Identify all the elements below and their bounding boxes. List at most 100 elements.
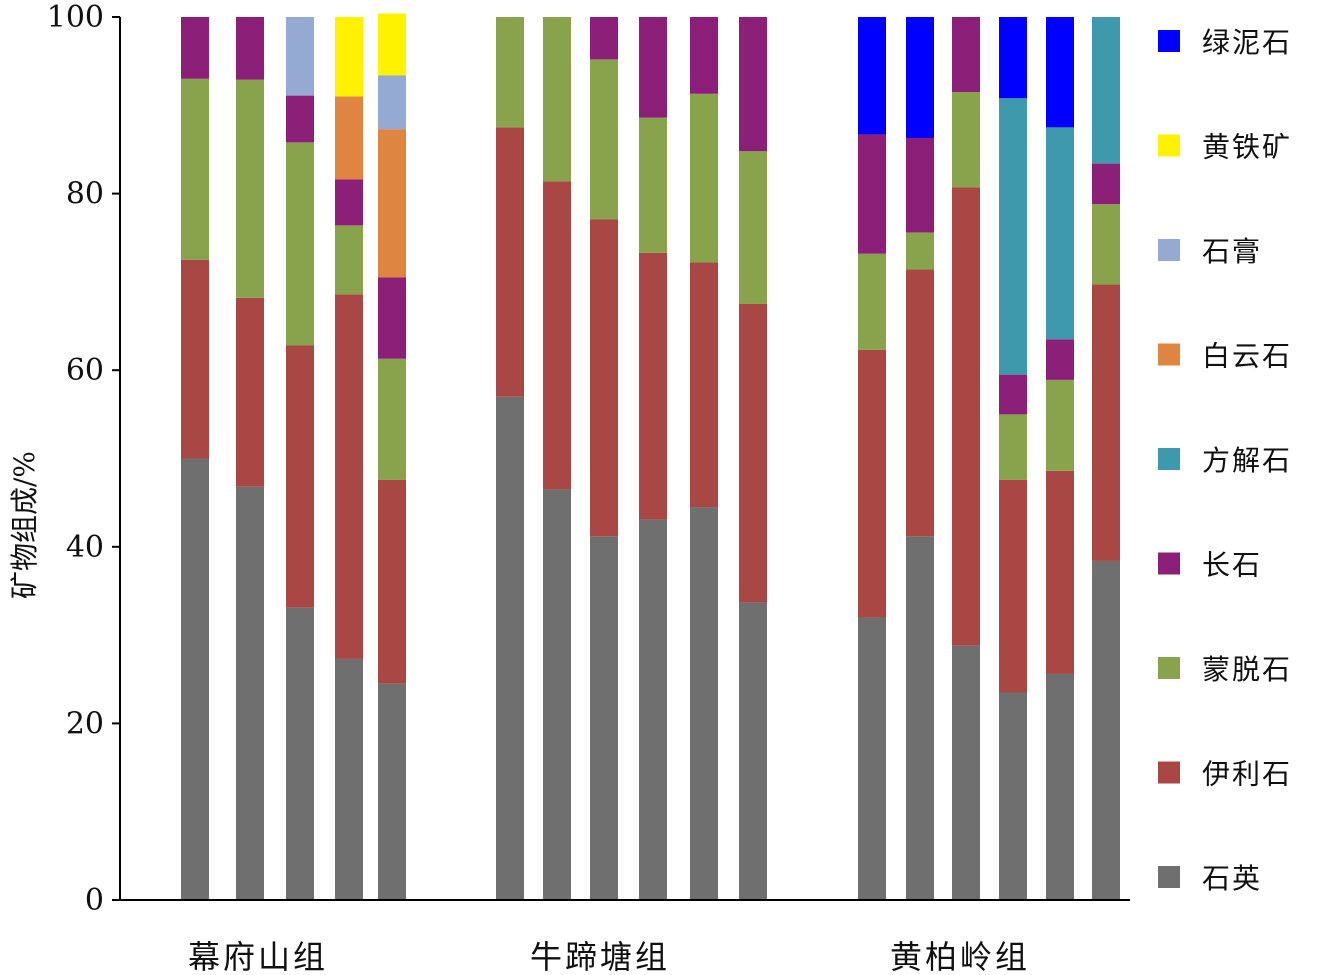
bar-segment-12-series-3: [858, 134, 886, 254]
bar-segment-8-series-3: [590, 17, 618, 60]
bars-layer: [181, 13, 1120, 900]
bar-segment-9-series-3: [639, 17, 667, 118]
bar-segment-6-series-1: [496, 127, 524, 397]
y-tick-label-60: 60: [66, 353, 104, 388]
bar-segment-10-series-3: [690, 17, 718, 94]
bar-segment-4-series-3: [335, 179, 363, 226]
bar-segment-4-series-0: [335, 658, 363, 900]
bar-segment-5-series-1: [378, 479, 406, 684]
legend-label-1: 绿泥石: [1202, 26, 1292, 59]
bar-segment-5-series-7: [378, 13, 406, 76]
bar-segment-15-series-1: [999, 479, 1027, 693]
legend-label-4: 白云石: [1202, 340, 1292, 373]
legend-swatch-1: [1158, 30, 1180, 52]
legend-label-9: 石英: [1202, 862, 1262, 895]
bar-segment-11-series-3: [739, 17, 767, 152]
bar-segment-4-series-2: [335, 225, 363, 295]
group-label-2: 牛蹄塘组: [530, 938, 670, 975]
bar-segment-1-series-0: [181, 458, 209, 900]
bar-segment-17-series-0: [1092, 560, 1120, 900]
bar-segment-4-series-1: [335, 294, 363, 659]
bar-segment-1-series-2: [181, 78, 209, 260]
bar-segment-12-series-1: [858, 349, 886, 618]
bar-segment-13-series-1: [906, 269, 934, 537]
bar-segment-8-series-0: [590, 536, 618, 900]
bar-segment-4-series-5: [335, 96, 363, 180]
bar-segment-7-series-1: [543, 181, 571, 490]
legend-label-5: 方解石: [1202, 444, 1292, 477]
bar-segment-2-series-2: [236, 79, 264, 298]
bar-segment-10-series-2: [690, 93, 718, 263]
y-tick-label-40: 40: [66, 530, 104, 565]
y-tick-label-20: 20: [66, 706, 104, 741]
bar-segment-16-series-0: [1046, 673, 1074, 900]
bar-segment-17-series-4: [1092, 17, 1120, 164]
bar-segment-17-series-3: [1092, 163, 1120, 205]
bar-segment-8-series-1: [590, 219, 618, 537]
bar-segment-16-series-1: [1046, 470, 1074, 674]
legend-swatch-7: [1158, 657, 1180, 679]
legend-label-7: 蒙脱石: [1202, 653, 1292, 686]
bar-segment-1-series-3: [181, 17, 209, 79]
bar-segment-14-series-0: [952, 645, 980, 900]
bar-segment-11-series-1: [739, 303, 767, 603]
bar-segment-13-series-8: [906, 17, 934, 138]
bar-segment-16-series-3: [1046, 339, 1074, 380]
bar-segment-5-series-3: [378, 277, 406, 359]
bar-segment-14-series-2: [952, 92, 980, 188]
bar-segment-13-series-0: [906, 536, 934, 900]
bar-segment-3-series-1: [286, 345, 314, 608]
bar-segment-14-series-3: [952, 17, 980, 93]
bar-segment-15-series-3: [999, 374, 1027, 415]
y-tick-label-0: 0: [85, 883, 104, 918]
bar-segment-10-series-1: [690, 262, 718, 508]
bar-segment-15-series-8: [999, 17, 1027, 99]
group-label-1: 幕府山组: [188, 938, 328, 975]
bar-segment-12-series-8: [858, 17, 886, 135]
bar-segment-5-series-5: [378, 129, 406, 278]
bar-segment-5-series-6: [378, 75, 406, 130]
bar-segment-7-series-0: [543, 489, 571, 900]
bar-segment-15-series-2: [999, 414, 1027, 480]
bar-segment-3-series-2: [286, 142, 314, 346]
legend-swatch-8: [1158, 761, 1180, 784]
bar-segment-15-series-0: [999, 692, 1027, 900]
legend-label-3: 石膏: [1202, 235, 1262, 268]
legend-swatch-9: [1158, 866, 1180, 888]
bar-segment-12-series-0: [858, 617, 886, 900]
legend-swatch-3: [1158, 239, 1180, 261]
legend-label-2: 黄铁矿: [1202, 131, 1292, 164]
y-axis-title: 矿物组成/%: [8, 451, 41, 599]
y-ticks-layer: 0 20 40 60 80 100: [47, 0, 120, 918]
group-label-3: 黄柏岭组: [890, 938, 1030, 975]
bar-segment-3-series-3: [286, 95, 314, 143]
bar-segment-16-series-4: [1046, 127, 1074, 340]
bar-segment-7-series-2: [543, 17, 571, 182]
legend-label-8: 伊利石: [1202, 758, 1292, 791]
bar-segment-15-series-4: [999, 98, 1027, 375]
bar-segment-9-series-1: [639, 252, 667, 520]
bar-segment-6-series-0: [496, 396, 524, 900]
legend-swatch-4: [1158, 343, 1180, 366]
bar-segment-12-series-2: [858, 253, 886, 350]
bar-segment-10-series-0: [690, 507, 718, 900]
bar-segment-1-series-1: [181, 259, 209, 459]
bar-segment-3-series-0: [286, 607, 314, 900]
group-labels-layer: 幕府山组 牛蹄塘组 黄柏岭组: [188, 938, 1030, 975]
bar-segment-11-series-0: [739, 602, 767, 900]
legend-label-6: 长石: [1202, 549, 1262, 582]
bar-segment-2-series-1: [236, 297, 264, 487]
bar-segment-13-series-2: [906, 232, 934, 270]
bar-segment-6-series-2: [496, 17, 524, 128]
bar-segment-5-series-0: [378, 683, 406, 900]
bar-segment-17-series-1: [1092, 284, 1120, 561]
bar-segment-13-series-3: [906, 137, 934, 233]
y-tick-label-100: 100: [47, 0, 104, 35]
legend-swatch-2: [1158, 134, 1180, 157]
bar-segment-2-series-3: [236, 17, 264, 80]
axes-layer: [119, 17, 1130, 901]
bar-segment-4-series-7: [335, 17, 363, 97]
bar-segment-2-series-0: [236, 486, 264, 900]
bar-segment-9-series-0: [639, 519, 667, 900]
